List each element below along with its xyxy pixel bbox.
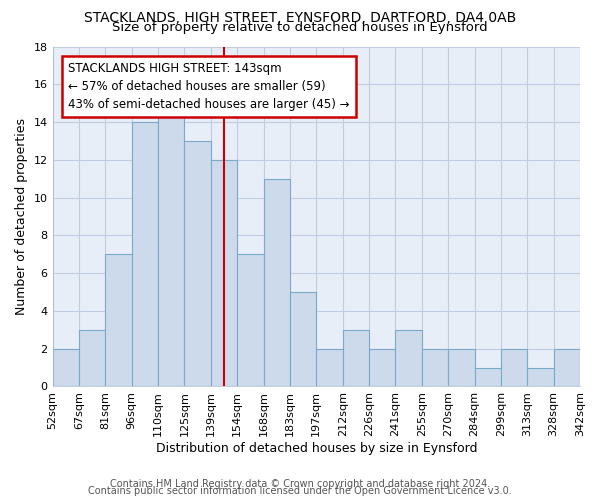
Y-axis label: Number of detached properties: Number of detached properties — [15, 118, 28, 315]
Bar — [53, 348, 79, 387]
Text: Contains public sector information licensed under the Open Government Licence v3: Contains public sector information licen… — [88, 486, 512, 496]
Bar — [369, 348, 395, 387]
Bar — [237, 254, 263, 386]
Bar — [79, 330, 105, 386]
Bar — [316, 348, 343, 387]
Bar — [184, 141, 211, 386]
Bar — [448, 348, 475, 387]
X-axis label: Distribution of detached houses by size in Eynsford: Distribution of detached houses by size … — [155, 442, 477, 455]
Bar — [263, 178, 290, 386]
Bar — [158, 103, 184, 387]
Bar — [501, 348, 527, 387]
Bar — [395, 330, 422, 386]
Bar — [422, 348, 448, 387]
Bar — [475, 368, 501, 386]
Bar — [131, 122, 158, 386]
Bar — [211, 160, 237, 386]
Text: STACKLANDS HIGH STREET: 143sqm
← 57% of detached houses are smaller (59)
43% of : STACKLANDS HIGH STREET: 143sqm ← 57% of … — [68, 62, 350, 111]
Text: STACKLANDS, HIGH STREET, EYNSFORD, DARTFORD, DA4 0AB: STACKLANDS, HIGH STREET, EYNSFORD, DARTF… — [84, 11, 516, 25]
Bar — [290, 292, 316, 386]
Text: Contains HM Land Registry data © Crown copyright and database right 2024.: Contains HM Land Registry data © Crown c… — [110, 479, 490, 489]
Text: Size of property relative to detached houses in Eynsford: Size of property relative to detached ho… — [112, 21, 488, 34]
Bar — [343, 330, 369, 386]
Bar — [527, 368, 554, 386]
Bar — [105, 254, 131, 386]
Bar — [554, 348, 580, 387]
